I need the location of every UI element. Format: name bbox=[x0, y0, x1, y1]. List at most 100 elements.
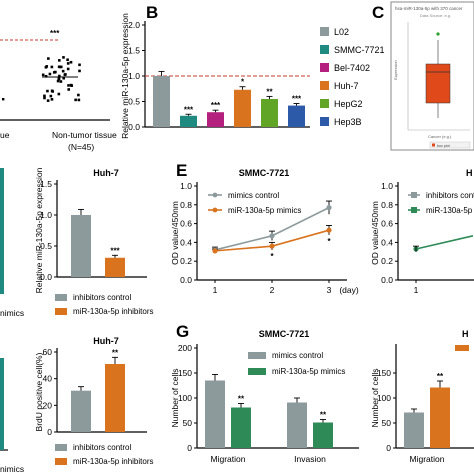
panel-e-point bbox=[269, 233, 275, 239]
panel-e2-x-tick-label: 1 bbox=[414, 285, 419, 295]
panel-a-point bbox=[67, 88, 71, 91]
panel-g-chart: 0 50 100 150 200 SMMC-7721 Number of cells ** Mi… bbox=[170, 329, 359, 464]
panel-a-left-category: ue bbox=[0, 130, 10, 140]
panel-a-point bbox=[58, 74, 61, 78]
panel-g2-significance: ** bbox=[437, 372, 444, 381]
panel-e2-legend-label: miR-130a-5p inhibitors bbox=[426, 206, 474, 215]
panel-b-y-tick-label: 0.5 bbox=[128, 97, 140, 107]
panel-c-legend-swatch bbox=[432, 143, 435, 147]
panel-c-legend-label: box plot bbox=[437, 144, 450, 148]
panel-e2-y-tick-label: 0.0 bbox=[381, 275, 393, 285]
panel-d-y-tick-label: 0.0 bbox=[40, 272, 52, 282]
panel-e-x-tick-label: 2 bbox=[270, 285, 275, 295]
panel-e-xlabel: (day) bbox=[339, 285, 359, 295]
panel-b-significance: *** bbox=[211, 101, 221, 110]
panel-d-bar bbox=[105, 257, 125, 277]
panel-e-point bbox=[212, 248, 218, 254]
panel-b-legend-label: L02 bbox=[334, 27, 349, 37]
panel-a-point bbox=[43, 96, 46, 100]
panel-b-bar bbox=[180, 115, 197, 127]
panel-b-legend-swatch bbox=[320, 63, 329, 72]
panel-b-legend-swatch bbox=[320, 45, 329, 54]
panel-a-point bbox=[62, 56, 65, 59]
left-partial-label-b: nimics bbox=[0, 464, 24, 474]
panel-b-ylabel: Relative miR-130a-5p expression bbox=[120, 13, 130, 139]
panel-a-point bbox=[46, 99, 50, 102]
panel-f-bar bbox=[105, 364, 125, 432]
panel-f-ylabel: BrdU positive cell(%) bbox=[34, 352, 44, 431]
panel-a-point bbox=[48, 72, 52, 76]
panel-g2-legend-swatch bbox=[455, 345, 469, 351]
panel-b-bar bbox=[261, 98, 278, 127]
panel-a-point bbox=[66, 62, 70, 65]
panel-d-y-tick-label: 1.5 bbox=[40, 179, 52, 189]
panel-e2-y-tick-label: 0.4 bbox=[381, 237, 393, 247]
panel-a-point bbox=[50, 98, 54, 101]
panel-a-scatter bbox=[2, 56, 81, 102]
panel-d-y-tick-label: 0.5 bbox=[40, 241, 52, 251]
panel-e-x-tick-label: 3 bbox=[327, 285, 332, 295]
panel-g2-ylabel: Number of cells bbox=[370, 368, 380, 427]
panel-f-significance: ** bbox=[112, 348, 119, 357]
panel-e-point bbox=[269, 243, 275, 249]
panel-g-y-tick-label: 200 bbox=[178, 343, 192, 353]
panel-a-point bbox=[78, 69, 81, 73]
panel-f-legend-label: miR-130a-5p inhibitors bbox=[73, 457, 153, 466]
panel-d-legend-label: inhibitors control bbox=[73, 293, 131, 302]
panel-b-legend-label: Huh-7 bbox=[334, 81, 359, 91]
panel-e-y-tick-label: 0.6 bbox=[180, 219, 192, 229]
panel-f-y-tick-label: 0 bbox=[47, 427, 52, 437]
panel-g-bar bbox=[205, 380, 225, 448]
panel-e2-ylabel: OD value/450nm bbox=[370, 201, 380, 265]
panel-b-legend-swatch bbox=[320, 117, 329, 126]
panel-g-y-tick-label: 0 bbox=[187, 443, 192, 453]
panel-e-y-tick-label: 0.0 bbox=[180, 275, 192, 285]
panel-g-significance: ** bbox=[238, 395, 245, 404]
panel-a-significance: *** bbox=[50, 29, 60, 38]
left-partial-bar-top bbox=[0, 168, 4, 294]
panel-f-huh7-chart: 0 20 40 60 Huh-7 BrdU positive cell(%) ** inhib… bbox=[34, 336, 153, 466]
panel-a-point bbox=[47, 57, 50, 60]
panel-a-point bbox=[57, 92, 61, 96]
panel-a-point bbox=[57, 77, 61, 80]
panel-e2-y-tick-label: 1.0 bbox=[381, 181, 393, 191]
panel-d-legend-swatch bbox=[55, 294, 67, 301]
panel-g-title: SMMC-7721 bbox=[259, 329, 310, 339]
panel-b-y-tick-label: 1.0 bbox=[128, 71, 140, 81]
panel-d-bar bbox=[71, 215, 91, 277]
panel-d-huh7-chart: 0.0 0.5 1.0 1.5 Huh-7 Relative miR-130a-5p ex… bbox=[34, 167, 153, 316]
panel-g-x-tick-label: Migration bbox=[211, 454, 246, 464]
panel-b-letter: B bbox=[146, 3, 158, 22]
panel-g2-y-tick-label: 100 bbox=[377, 393, 391, 403]
panel-e-x-tick-label: 1 bbox=[213, 285, 218, 295]
panel-f-y-tick-label: 20 bbox=[43, 400, 53, 410]
panel-e-y-tick-label: 0.8 bbox=[180, 200, 192, 210]
panel-e2-legend-marker bbox=[411, 207, 417, 213]
panel-e-y-tick-label: 0.4 bbox=[180, 237, 192, 247]
panel-b-y-tick-label: 2.0 bbox=[128, 20, 140, 30]
panel-g-ylabel: Number of cells bbox=[170, 368, 180, 427]
panel-a-right-category: Non-tumor tissue bbox=[52, 130, 117, 140]
panel-g-legend-swatch bbox=[248, 352, 266, 359]
panel-b-bar bbox=[234, 89, 251, 127]
panel-a-point bbox=[62, 76, 66, 80]
panel-a-point bbox=[50, 89, 54, 93]
panel-e-y-tick-label: 1.0 bbox=[180, 181, 192, 191]
panel-b-bar bbox=[288, 105, 305, 127]
panel-a-point bbox=[56, 79, 60, 83]
panel-b-legend-label: SMMC-7721 bbox=[334, 45, 385, 55]
panel-e-legend-marker bbox=[212, 207, 218, 213]
panel-g-y-tick-label: 100 bbox=[178, 393, 192, 403]
panel-e-significance: * bbox=[327, 237, 331, 246]
left-partial-label-a: nimics bbox=[0, 308, 24, 318]
panel-a-point bbox=[61, 69, 65, 73]
panel-e-ylabel: OD value/450nm bbox=[170, 201, 180, 265]
panel-b-legend-swatch bbox=[320, 81, 329, 90]
panel-g2-bar bbox=[430, 387, 450, 448]
panel-e2-legend-label: inhibitors control bbox=[426, 191, 474, 200]
panel-d-legend-swatch bbox=[55, 308, 67, 315]
panel-b-significance: *** bbox=[184, 105, 194, 114]
panel-a-point bbox=[44, 74, 48, 78]
panel-g-bar bbox=[313, 422, 333, 448]
